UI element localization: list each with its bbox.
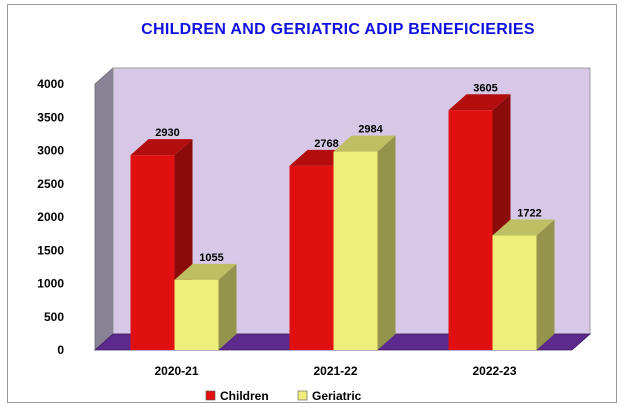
side-wall [94,67,114,351]
x-tick-label: 2021-22 [313,364,357,378]
data-label: 2768 [314,138,338,150]
bar-front [448,110,493,350]
bar-top [448,94,511,111]
y-tick-label: 1000 [37,277,64,291]
legend: Children Geriatric [205,389,362,403]
y-tick-label: 1500 [37,243,64,257]
bar-top [174,263,237,280]
y-tick-label: 2500 [37,177,64,191]
bar-side [218,263,237,350]
bar-geriatric: 2984 [333,124,396,350]
legend-label: Children [220,389,269,403]
data-label: 3605 [473,82,497,94]
x-tick-label: 2022-23 [472,364,516,378]
x-axis: 2020-21 2021-22 2022-23 [154,364,516,378]
bar-top [333,135,396,152]
data-label: 2984 [358,124,383,136]
bar-front [289,165,334,350]
bars: 2930 1055 2768 2984 3605 1722 [130,82,555,350]
y-tick-label: 3000 [37,144,64,158]
data-label: 1055 [199,252,223,264]
legend-label: Geriatric [312,389,362,403]
data-label: 1722 [517,207,541,219]
y-tick-label: 500 [44,310,64,324]
bar-top [130,139,193,156]
y-tick-label: 2000 [37,210,64,224]
bar-front [174,279,219,350]
bar-front [492,235,537,350]
legend-item-geriatric: Geriatric [297,389,362,403]
x-tick-label: 2020-21 [154,364,198,378]
bar-top [492,219,555,236]
legend-swatch [297,390,308,401]
bar-side [377,135,396,350]
chart-title: CHILDREN AND GERIATRIC ADIP BENEFICIERIE… [141,21,535,38]
bar-side [536,219,555,350]
legend-swatch [205,390,216,401]
y-tick-label: 3500 [37,110,64,124]
y-axis: 0 500 1000 1500 2000 2500 3000 3500 4000 [37,77,64,357]
data-label: 2930 [155,127,179,139]
legend-item-children: Children [205,389,269,403]
bar-front [333,151,378,350]
bar-geriatric: 1722 [492,207,555,350]
bar-geriatric: 1055 [174,252,237,350]
y-tick-label: 0 [57,343,64,357]
bar-front [130,155,175,350]
y-tick-label: 4000 [37,77,64,91]
